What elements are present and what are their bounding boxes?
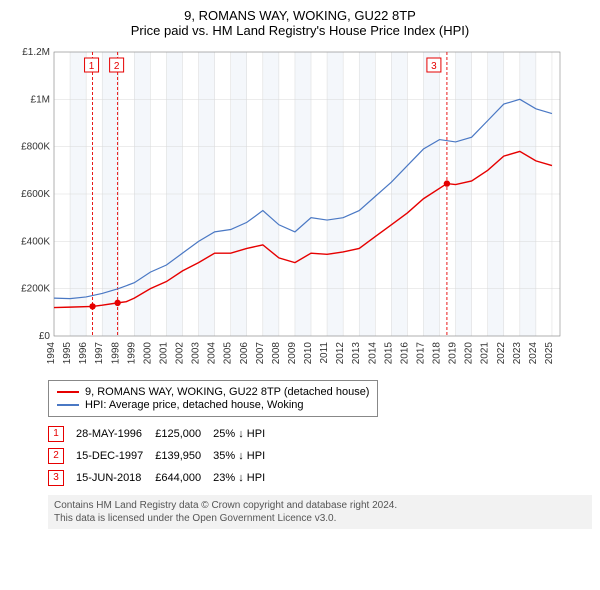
sale-marker-box: 3 <box>48 470 64 486</box>
svg-text:£400K: £400K <box>21 236 50 247</box>
sale-marker-box: 2 <box>48 448 64 464</box>
page-title: 9, ROMANS WAY, WOKING, GU22 8TP <box>8 8 592 23</box>
svg-text:2015: 2015 <box>383 342 394 365</box>
svg-text:2023: 2023 <box>512 342 523 365</box>
page-subtitle: Price paid vs. HM Land Registry's House … <box>8 23 592 38</box>
sale-delta: 35% ↓ HPI <box>213 445 277 467</box>
legend-row: 9, ROMANS WAY, WOKING, GU22 8TP (detache… <box>57 386 369 398</box>
footer-note: Contains HM Land Registry data © Crown c… <box>48 495 592 529</box>
svg-text:£200K: £200K <box>21 284 50 295</box>
sale-price: £125,000 <box>155 423 213 445</box>
svg-text:2010: 2010 <box>303 342 314 365</box>
legend-swatch <box>57 404 79 406</box>
svg-text:1998: 1998 <box>110 342 121 365</box>
table-row: 3 15-JUN-2018£644,00023% ↓ HPI <box>48 467 277 489</box>
legend-swatch <box>57 391 79 393</box>
svg-text:2025: 2025 <box>544 342 555 365</box>
svg-text:£0: £0 <box>39 331 51 342</box>
svg-text:£1M: £1M <box>31 94 50 105</box>
legend: 9, ROMANS WAY, WOKING, GU22 8TP (detache… <box>48 380 378 417</box>
svg-text:2021: 2021 <box>480 342 491 365</box>
svg-text:2017: 2017 <box>415 342 426 365</box>
svg-text:2004: 2004 <box>207 342 218 365</box>
svg-text:2003: 2003 <box>191 342 202 365</box>
table-row: 1 28-MAY-1996£125,00025% ↓ HPI <box>48 423 277 445</box>
svg-text:£1.2M: £1.2M <box>22 47 50 58</box>
svg-text:2005: 2005 <box>223 342 234 365</box>
svg-text:2020: 2020 <box>464 342 475 365</box>
sale-date: 15-DEC-1997 <box>76 445 155 467</box>
svg-text:2: 2 <box>114 61 120 72</box>
svg-text:2024: 2024 <box>528 342 539 365</box>
sale-date: 15-JUN-2018 <box>76 467 155 489</box>
chart-container: 1994 1995 1996 1997 1998 1999 2000 2001 2002 2003… <box>8 44 592 374</box>
svg-text:2013: 2013 <box>351 342 362 365</box>
svg-text:2007: 2007 <box>255 342 266 365</box>
sale-delta: 25% ↓ HPI <box>213 423 277 445</box>
sale-marker-box: 1 <box>48 426 64 442</box>
sale-date: 28-MAY-1996 <box>76 423 155 445</box>
svg-text:2016: 2016 <box>399 342 410 365</box>
svg-text:1: 1 <box>89 61 95 72</box>
svg-text:2002: 2002 <box>175 342 186 365</box>
legend-label: HPI: Average price, detached house, Woki… <box>85 399 304 411</box>
svg-text:3: 3 <box>431 61 437 72</box>
svg-text:2006: 2006 <box>239 342 250 365</box>
svg-text:2014: 2014 <box>367 342 378 365</box>
svg-text:2011: 2011 <box>319 342 330 364</box>
svg-text:1994: 1994 <box>46 342 57 365</box>
svg-text:2018: 2018 <box>432 342 443 365</box>
footer-line-2: This data is licensed under the Open Gov… <box>54 512 586 525</box>
svg-text:2009: 2009 <box>287 342 298 365</box>
svg-text:1995: 1995 <box>62 342 73 365</box>
sales-table: 1 28-MAY-1996£125,00025% ↓ HPI 2 15-DEC-199… <box>48 423 277 489</box>
legend-row: HPI: Average price, detached house, Woki… <box>57 399 369 411</box>
table-row: 2 15-DEC-1997£139,95035% ↓ HPI <box>48 445 277 467</box>
sale-price: £644,000 <box>155 467 213 489</box>
svg-text:2000: 2000 <box>142 342 153 365</box>
svg-text:1999: 1999 <box>126 342 137 365</box>
price-chart: 1994 1995 1996 1997 1998 1999 2000 2001 2002 2003… <box>8 44 568 374</box>
svg-text:2012: 2012 <box>335 342 346 365</box>
sale-delta: 23% ↓ HPI <box>213 467 277 489</box>
sale-price: £139,950 <box>155 445 213 467</box>
svg-text:£800K: £800K <box>21 142 50 153</box>
svg-text:2019: 2019 <box>448 342 459 365</box>
svg-text:1997: 1997 <box>94 342 105 365</box>
svg-text:£600K: £600K <box>21 189 50 200</box>
svg-text:2022: 2022 <box>496 342 507 365</box>
svg-text:2008: 2008 <box>271 342 282 365</box>
legend-label: 9, ROMANS WAY, WOKING, GU22 8TP (detache… <box>85 386 369 398</box>
footer-line-1: Contains HM Land Registry data © Crown c… <box>54 499 586 512</box>
svg-text:2001: 2001 <box>158 342 169 365</box>
svg-text:1996: 1996 <box>78 342 89 365</box>
